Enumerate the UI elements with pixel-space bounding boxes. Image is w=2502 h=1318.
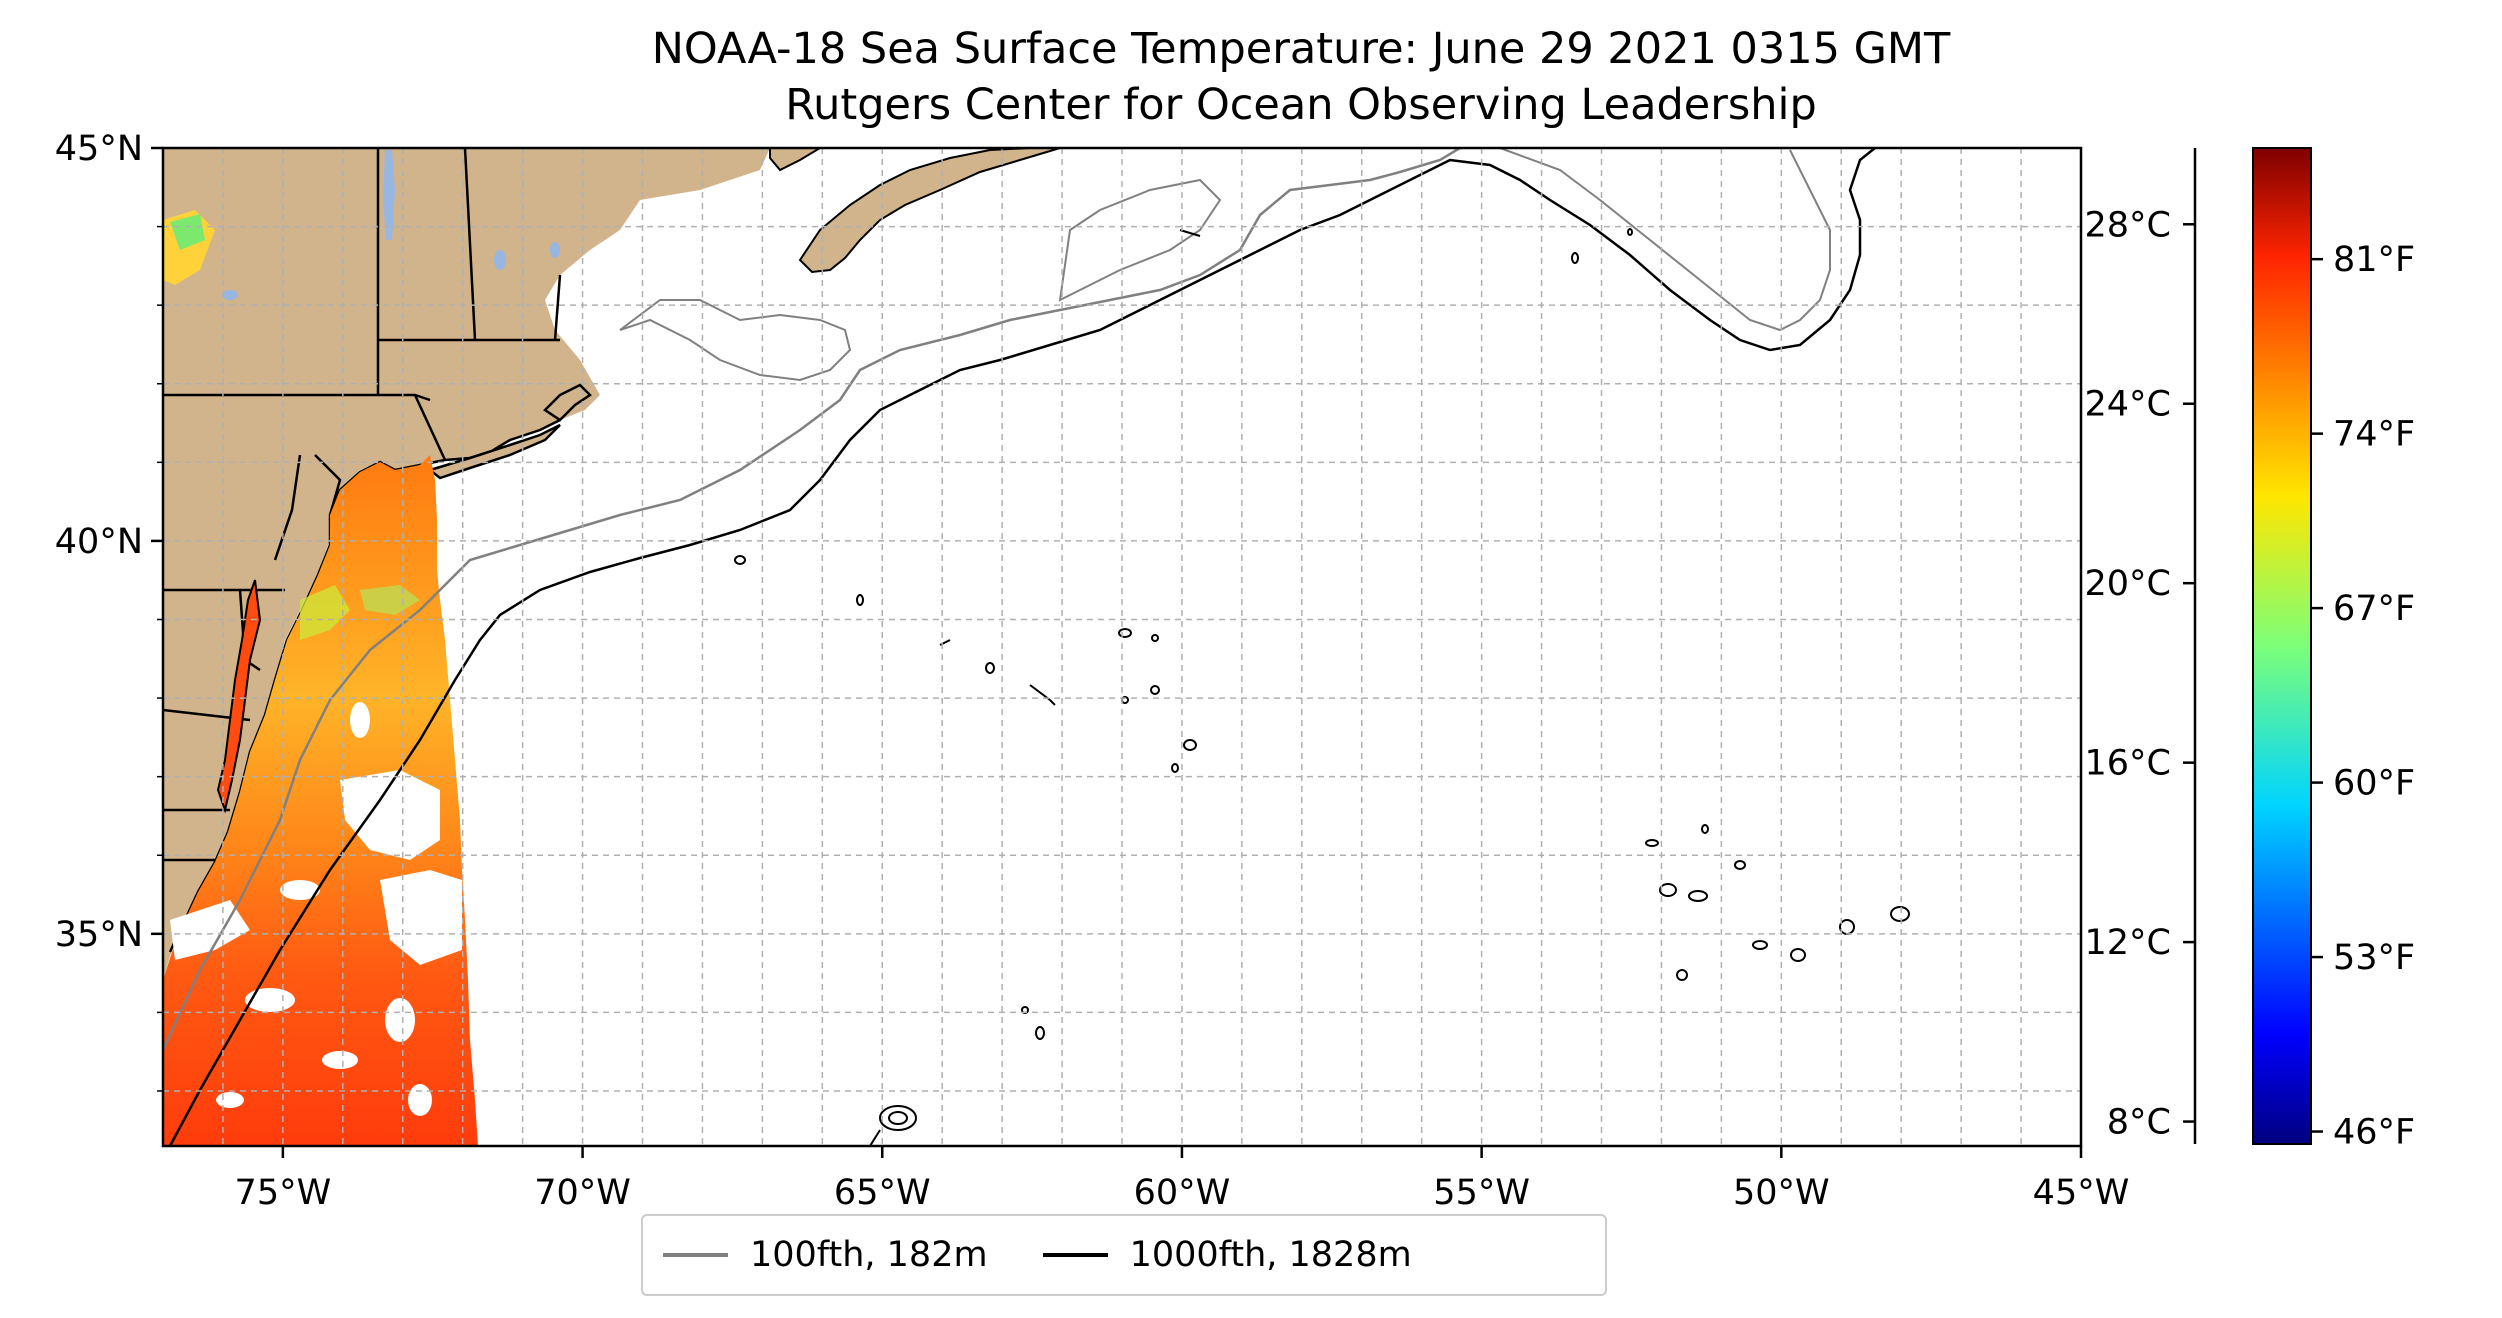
x-tick-label: 70°W xyxy=(534,1173,631,1213)
longitude-ticks: 75°W 70°W 65°W 60°W 55°W 50°W 45°W xyxy=(235,1146,2130,1213)
fahrenheit-tick-label: 46°F xyxy=(2333,1113,2415,1153)
latitude-ticks: 45°N 40°N 35°N xyxy=(55,129,163,1092)
seamounts xyxy=(734,228,1910,1146)
colorbar-gradient xyxy=(2252,147,2312,1145)
sst-cool-patch xyxy=(300,585,350,640)
y-tick-label: 35°N xyxy=(55,915,143,955)
sst-cool-patch-2 xyxy=(360,585,420,615)
contour-100fth-north xyxy=(1058,178,1222,302)
state-borders xyxy=(163,148,562,862)
sst-upper-left-green xyxy=(170,214,205,250)
celsius-tick-label: 28°C xyxy=(2085,205,2171,245)
contour-100fth-banks xyxy=(1499,148,1831,332)
celsius-tick-label: 12°C xyxy=(2085,923,2171,963)
colorbar-celsius-ticks: 28°C 24°C 20°C 16°C 12°C 8°C xyxy=(2085,148,2197,1144)
lake-small-3 xyxy=(222,290,238,300)
land-north-america xyxy=(163,148,770,980)
title-line-1: NOAA-18 Sea Surface Temperature: June 29… xyxy=(651,24,1951,74)
x-tick-label: 60°W xyxy=(1134,1173,1231,1213)
x-tick-label: 45°W xyxy=(2033,1173,2130,1213)
cape-cod xyxy=(543,383,592,422)
lake-small-2 xyxy=(550,242,560,258)
lake-small-1 xyxy=(494,250,506,270)
fahrenheit-tick-label: 67°F xyxy=(2333,589,2415,629)
long-island xyxy=(427,423,561,480)
contour-100fth-georges xyxy=(619,299,852,382)
contour-1000fth xyxy=(168,148,1876,1146)
fahrenheit-tick-label: 60°F xyxy=(2333,764,2415,804)
colorbar-fahrenheit-ticks: 81°F 74°F 67°F 60°F 53°F 46°F xyxy=(2311,240,2415,1153)
legend-label-1000fth: 1000fth, 1828m xyxy=(1129,1235,1412,1275)
celsius-tick-label: 24°C xyxy=(2085,385,2171,425)
title-line-2: Rutgers Center for Ocean Observing Leade… xyxy=(785,80,1817,130)
x-tick-label: 50°W xyxy=(1733,1173,1830,1213)
celsius-tick-label: 16°C xyxy=(2085,744,2171,784)
legend: 100fth, 182m 1000fth, 1828m xyxy=(641,1214,1607,1296)
x-tick-label: 55°W xyxy=(1433,1173,1530,1213)
legend-item-100fth: 100fth, 182m xyxy=(663,1235,988,1275)
map-frame xyxy=(161,146,2083,1148)
y-tick-label: 40°N xyxy=(55,522,143,562)
contour-100fth xyxy=(163,148,1461,1051)
land-new-brunswick xyxy=(769,148,822,172)
celsius-tick-label: 8°C xyxy=(2107,1103,2171,1143)
chesapeake-bay xyxy=(216,579,262,814)
legend-line-1000fth xyxy=(1042,1253,1108,1257)
celsius-tick-label: 20°C xyxy=(2085,564,2171,604)
fahrenheit-tick-label: 81°F xyxy=(2333,240,2415,280)
legend-line-100fth xyxy=(663,1253,728,1257)
legend-label-100fth: 100fth, 182m xyxy=(750,1235,988,1275)
graticule xyxy=(162,148,2081,1146)
legend-item-1000fth: 1000fth, 1828m xyxy=(1042,1235,1412,1275)
fahrenheit-tick-label: 53°F xyxy=(2333,938,2415,978)
y-tick-label: 45°N xyxy=(55,129,143,169)
fahrenheit-tick-label: 74°F xyxy=(2333,415,2415,455)
x-tick-label: 75°W xyxy=(235,1173,332,1213)
lake-champlain xyxy=(383,150,395,240)
x-tick-label: 65°W xyxy=(834,1173,931,1213)
land-nova-scotia xyxy=(798,148,1061,274)
